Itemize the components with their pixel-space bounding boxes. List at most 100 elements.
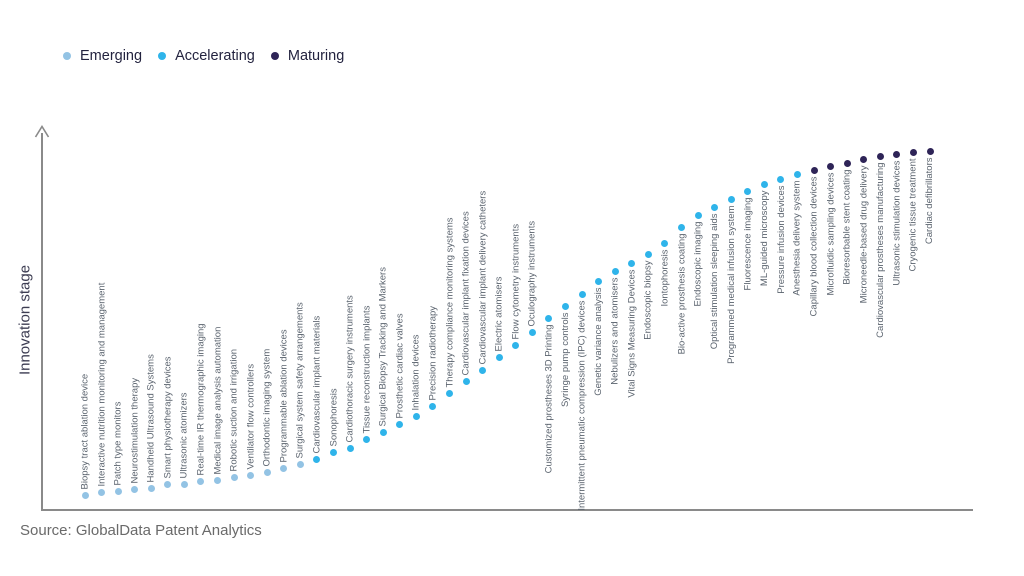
data-point-label: Oculography instruments (526, 220, 538, 326)
data-point (379, 428, 387, 436)
data-point (396, 420, 404, 428)
data-point (479, 367, 487, 375)
data-point (495, 353, 503, 361)
data-point-label: Genetic variance analysis (593, 287, 605, 396)
data-point (313, 455, 321, 463)
data-point (926, 147, 934, 155)
data-point-label: Bio-active prosthesis coating (675, 233, 687, 355)
data-point-label: Endoscopic biopsy (642, 260, 654, 340)
data-point (843, 159, 851, 167)
data-point-label: Ventilator flow controllers (245, 363, 257, 470)
data-point-label: Interactive nutrition monitoring and man… (96, 283, 108, 487)
data-point-label: Customized prostheses 3D Printing (543, 324, 555, 474)
y-axis-arrow-icon (34, 125, 50, 138)
data-point (744, 187, 752, 195)
data-point-label: Flow cytometry instruments (510, 223, 522, 340)
data-point-label: Orthodontic imaging system (261, 348, 273, 467)
data-point (893, 150, 901, 158)
data-point (363, 435, 371, 443)
data-point-label: Cardiovascular implant materials (311, 315, 323, 454)
data-point (777, 175, 785, 183)
legend-label-accelerating: Accelerating (175, 48, 255, 64)
data-point (263, 468, 271, 476)
data-point (98, 489, 106, 497)
data-point (677, 223, 685, 231)
data-point-label: Ultrasonic atomizers (178, 392, 190, 479)
x-axis-line (41, 509, 973, 511)
data-point (827, 162, 835, 170)
data-point-label: Patch type monitors (112, 401, 124, 486)
data-point-label: Medical image analysis automation (212, 326, 224, 475)
data-point-label: Anesthesia delivery system (791, 180, 803, 296)
data-point (280, 465, 288, 473)
data-point-label: Cardiac defibrillators (924, 157, 936, 244)
data-point (412, 412, 420, 420)
data-point (578, 290, 586, 298)
data-point-label: Iontophoresis (659, 249, 671, 307)
data-point-label: Prosthetic cardiac valves (394, 313, 406, 419)
data-point-label: Handheld Ultrasound Systems (145, 353, 157, 483)
data-point-label: Surgical Biopsy Tracking and Markers (377, 266, 389, 427)
legend-item-maturing: Maturing (270, 48, 345, 64)
data-point (180, 480, 188, 488)
data-point (611, 268, 619, 276)
data-point-label: Robotic suction and irrigation (228, 349, 240, 472)
data-point (446, 390, 453, 398)
data-point (595, 277, 603, 285)
emerging-dot-icon (63, 52, 71, 60)
data-point-label: Cryogenic tissue treatment (907, 158, 919, 272)
data-point-label: Sonophoresis (328, 388, 340, 447)
data-point-label: Syringe pump controls (560, 312, 571, 407)
legend-item-accelerating: Accelerating (158, 48, 255, 64)
data-point-label: Pressure infusion devices (775, 185, 787, 294)
data-point (810, 166, 818, 174)
data-point (512, 341, 520, 349)
data-point (909, 149, 917, 157)
data-point (711, 203, 719, 211)
data-point-label: Programmable ablation devices (278, 329, 290, 463)
data-point (131, 486, 139, 494)
data-point (114, 487, 122, 495)
data-point (628, 260, 636, 268)
data-point (528, 328, 536, 336)
data-point (247, 471, 255, 479)
data-point (876, 153, 884, 161)
data-point-label: Optical stimulation sleeping aids (709, 213, 721, 349)
data-point (661, 240, 669, 248)
data-point-label: Inhalation devices (410, 334, 422, 411)
data-point-label: Nebulizers and atomisers (609, 277, 621, 386)
legend-label-emerging: Emerging (80, 48, 143, 64)
data-point-label: ML-guided microscopy (758, 190, 770, 287)
data-point (760, 181, 768, 189)
data-point (462, 378, 470, 386)
data-point-label: Electric atomisers (493, 276, 505, 352)
data-point (330, 449, 338, 457)
data-point (197, 478, 205, 486)
legend-label-maturing: Maturing (287, 48, 345, 64)
data-point (644, 250, 652, 258)
data-point-label: Neurostimulation therapy (129, 378, 141, 484)
data-point-label: Bioresorbable stent coating (841, 169, 853, 285)
legend-item-emerging: Emerging (63, 48, 142, 64)
data-point (230, 474, 238, 482)
data-point-label: Cardiovascular prostheses manufacturing (874, 162, 886, 339)
data-point-label: Programmed medical infusion system (725, 205, 737, 364)
data-point-label: Cardiothoracic surgery instruments (344, 294, 356, 443)
data-point (561, 302, 569, 310)
data-point-label: Microneedle-based drug delivery (858, 165, 870, 303)
data-point-label: Cardiovascular implant fixation devices (460, 211, 472, 376)
accelerating-dot-icon (158, 52, 167, 60)
data-point-label: Intermittent pneumatic compression (IPC)… (576, 300, 588, 511)
source-note: Source: GlobalData Patent Analytics (20, 522, 262, 539)
data-point (147, 484, 155, 492)
data-point-label: Cardiovascular implant delivery catheter… (477, 191, 489, 365)
data-point-label: Smart physiotherapy devices (162, 356, 174, 479)
data-point-label: Fluorescence imaging (742, 197, 754, 291)
data-point-label: Therapy compliance monitoring systems (444, 217, 455, 388)
legend: Emerging Accelerating Maturing (63, 48, 344, 64)
data-point-label: Surgical system safety arrangements (294, 302, 306, 459)
data-point-label: Microfluidic sampling devices (825, 172, 837, 296)
maturing-dot-icon (270, 52, 279, 60)
